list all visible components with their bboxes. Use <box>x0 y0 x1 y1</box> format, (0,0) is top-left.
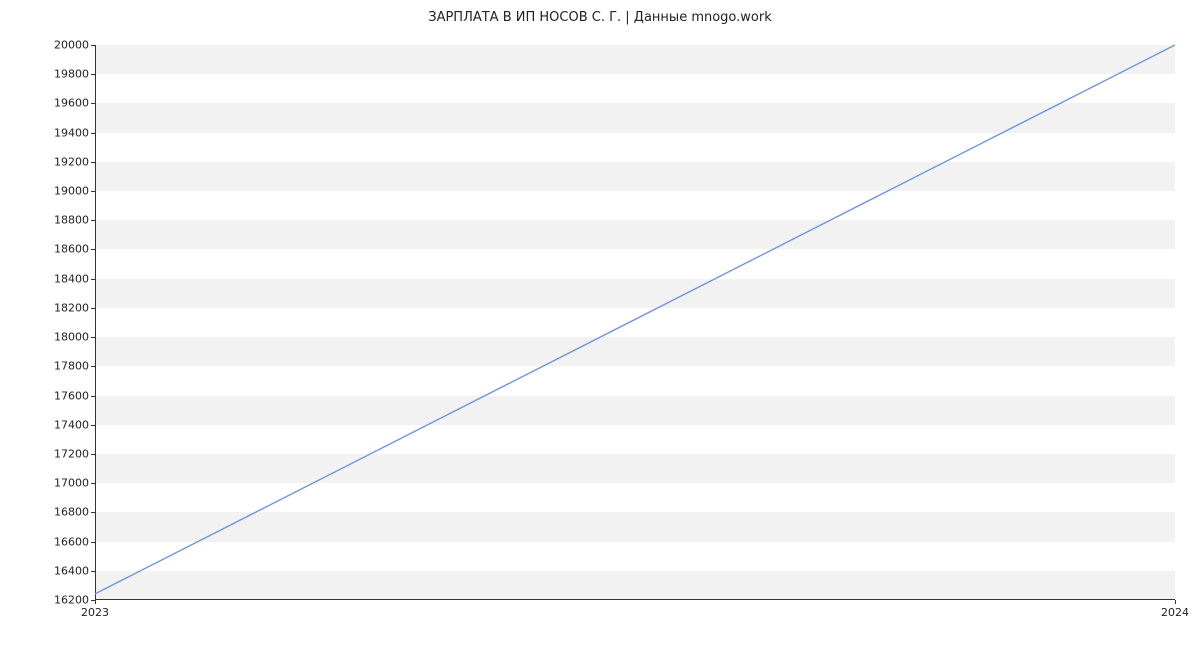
x-tick-label: 2023 <box>81 606 109 619</box>
y-tick-label: 18400 <box>54 272 89 285</box>
y-tick-label: 17800 <box>54 360 89 373</box>
y-tick-label: 16800 <box>54 506 89 519</box>
x-tick-label: 2024 <box>1161 606 1189 619</box>
y-tick-label: 18600 <box>54 243 89 256</box>
y-tick-label: 19000 <box>54 185 89 198</box>
y-tick-label: 18800 <box>54 214 89 227</box>
y-tick-label: 20000 <box>54 39 89 52</box>
data-line <box>95 45 1175 600</box>
y-tick-label: 19200 <box>54 155 89 168</box>
y-tick-label: 16400 <box>54 564 89 577</box>
chart-title: ЗАРПЛАТА В ИП НОСОВ С. Г. | Данные mnogo… <box>0 10 1200 25</box>
y-tick-label: 16600 <box>54 535 89 548</box>
series-line <box>95 45 1175 594</box>
y-tick-label: 18000 <box>54 331 89 344</box>
y-tick-label: 17600 <box>54 389 89 402</box>
y-tick-label: 19800 <box>54 68 89 81</box>
x-tick-mark <box>95 600 96 604</box>
y-tick-label: 19400 <box>54 126 89 139</box>
y-tick-label: 17400 <box>54 418 89 431</box>
y-tick-label: 16200 <box>54 594 89 607</box>
plot-area: 1620016400166001680017000172001740017600… <box>95 45 1175 600</box>
y-tick-label: 17000 <box>54 477 89 490</box>
y-tick-label: 18200 <box>54 301 89 314</box>
x-tick-mark <box>1175 600 1176 604</box>
salary-line-chart: ЗАРПЛАТА В ИП НОСОВ С. Г. | Данные mnogo… <box>0 0 1200 650</box>
y-tick-label: 19600 <box>54 97 89 110</box>
y-tick-label: 17200 <box>54 447 89 460</box>
